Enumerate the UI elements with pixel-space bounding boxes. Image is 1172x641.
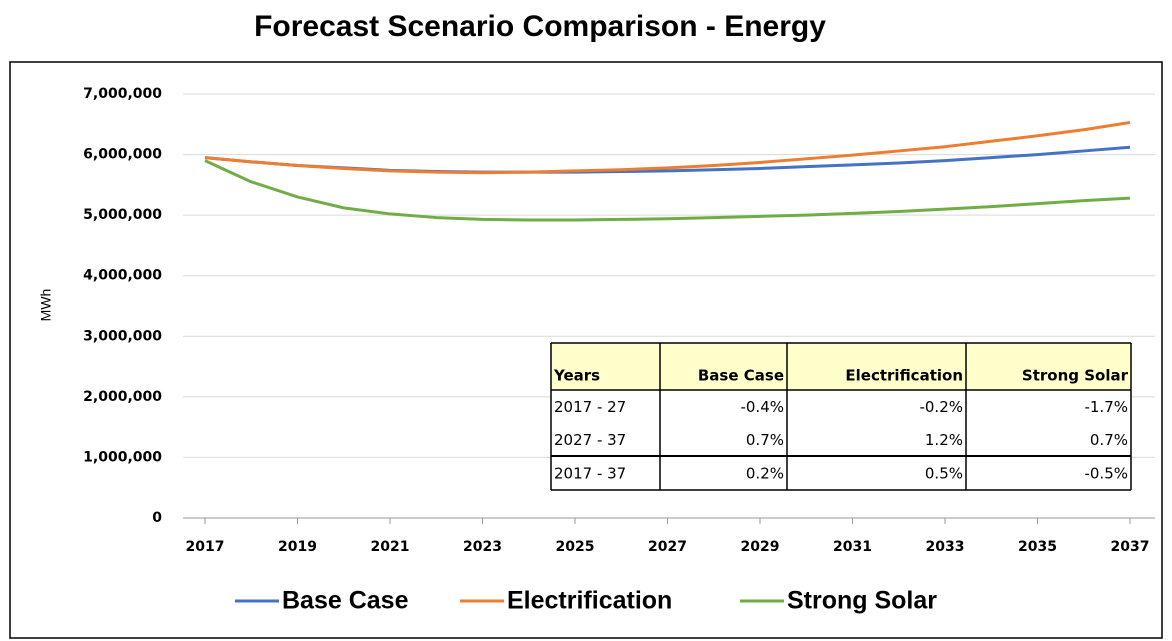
x-tick-label: 2017 [186, 539, 225, 555]
table-header-cell: Electrification [845, 367, 963, 385]
x-tick-label: 2021 [371, 539, 410, 555]
x-tick-label: 2023 [463, 539, 502, 555]
y-tick-label: 2,000,000 [83, 389, 162, 405]
series-line [204, 120, 1131, 175]
x-tick-label: 2025 [556, 539, 595, 555]
y-tick-label: 3,000,000 [83, 328, 162, 344]
x-tick-label: 2019 [278, 539, 317, 555]
y-tick-label: 0 [152, 510, 162, 526]
x-tick-label: 2029 [741, 539, 780, 555]
y-tick-label: 4,000,000 [83, 268, 162, 284]
table-cell: 2017 - 27 [554, 398, 626, 416]
legend-label: Strong Solar [787, 587, 937, 615]
table-cell: 0.2% [746, 465, 784, 483]
chart-border [9, 61, 1163, 639]
table-body-bg [551, 390, 1131, 490]
table-cell: 2027 - 37 [554, 431, 626, 449]
table-header-cell: Base Case [698, 367, 784, 385]
table-header-bg [551, 343, 1131, 390]
y-axis-label: MWh [38, 289, 54, 322]
table-cell: 2017 - 37 [554, 465, 626, 483]
table-cell: -0.5% [1084, 465, 1128, 483]
x-tick-label: 2035 [1018, 539, 1057, 555]
table-cell: 0.5% [925, 465, 963, 483]
x-tick-label: 2037 [1111, 539, 1150, 555]
y-tick-label: 5,000,000 [83, 207, 162, 223]
series-line [204, 159, 1131, 222]
table-cell: 1.2% [925, 431, 963, 449]
table-cell: -0.4% [740, 398, 784, 416]
y-tick-label: 7,000,000 [83, 86, 162, 102]
table-header-cell: Years [553, 367, 600, 385]
chart-title: Forecast Scenario Comparison - Energy [254, 10, 826, 43]
legend-label: Base Case [282, 587, 409, 615]
table-cell: 0.7% [1090, 431, 1128, 449]
y-tick-label: 1,000,000 [83, 449, 162, 465]
x-tick-label: 2027 [648, 539, 687, 555]
table-cell: -1.7% [1084, 398, 1128, 416]
legend-label: Electrification [507, 587, 672, 615]
x-tick-label: 2031 [833, 539, 872, 555]
y-tick-label: 6,000,000 [83, 147, 162, 163]
table-cell: -0.2% [919, 398, 963, 416]
table-header-cell: Strong Solar [1022, 367, 1129, 385]
x-tick-label: 2033 [926, 539, 965, 555]
table-cell: 0.7% [746, 431, 784, 449]
